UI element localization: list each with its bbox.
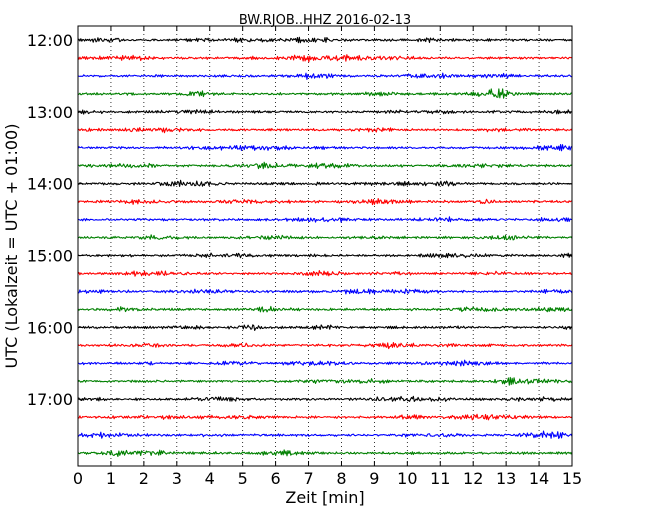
trace-1400 <box>77 179 573 187</box>
trace-1645 <box>77 376 573 386</box>
trace-1630 <box>77 359 573 367</box>
y-axis-ticks: 12:00 13:00 14:00 15:00 16:00 17:00 <box>27 31 572 409</box>
trace-1215 <box>77 54 573 63</box>
trace-1245 <box>77 88 573 99</box>
trace-1445 <box>77 234 573 241</box>
trace-1330 <box>77 143 573 152</box>
trace-1545 <box>77 305 573 313</box>
vertical-gridlines <box>110 26 540 466</box>
x-tick-label: 10 <box>397 469 417 488</box>
trace-1345 <box>77 161 573 170</box>
y-tick-label: 13:00 <box>27 103 73 122</box>
y-tick-label: 17:00 <box>27 390 73 409</box>
x-tick-label: 9 <box>369 469 379 488</box>
x-tick-label: 6 <box>271 469 281 488</box>
x-tick-label: 12 <box>463 469 483 488</box>
x-tick-label: 11 <box>430 469 450 488</box>
y-tick-label: 12:00 <box>27 31 73 50</box>
trace-1415 <box>77 198 573 206</box>
y-tick-label: 15:00 <box>27 247 73 266</box>
trace-1600 <box>77 324 573 331</box>
x-tick-label: 0 <box>73 469 83 488</box>
trace-1715 <box>77 413 573 421</box>
x-tick-label: 4 <box>205 469 215 488</box>
trace-1615 <box>77 341 573 350</box>
chart-title: BW.RJOB..HHZ 2016-02-13 <box>239 13 411 28</box>
trace-1315 <box>77 127 573 134</box>
x-axis-ticks: 0 1 2 3 4 5 6 7 8 9 10 11 12 13 14 15 <box>73 26 582 488</box>
y-tick-label: 16:00 <box>27 318 73 337</box>
trace-1530 <box>77 288 573 295</box>
x-tick-label: 15 <box>562 469 582 488</box>
y-tick-label: 14:00 <box>27 175 73 194</box>
trace-1700 <box>77 395 573 402</box>
y-axis-label: UTC (Lokalzeit = UTC + 01:00) <box>2 124 21 369</box>
seismic-traces <box>77 36 573 458</box>
trace-1515 <box>77 270 573 277</box>
trace-1745 <box>77 449 573 458</box>
x-tick-label: 7 <box>303 469 313 488</box>
plot-frame <box>77 25 573 467</box>
trace-1730 <box>77 430 573 440</box>
x-tick-label: 14 <box>529 469 549 488</box>
trace-1300 <box>77 109 573 115</box>
x-tick-label: 8 <box>336 469 346 488</box>
trace-1500 <box>77 252 573 259</box>
x-tick-label: 1 <box>106 469 116 488</box>
trace-1200 <box>77 36 573 44</box>
x-tick-label: 2 <box>139 469 149 488</box>
x-tick-label: 3 <box>172 469 182 488</box>
trace-1230 <box>77 72 573 80</box>
x-axis-label: Zeit [min] <box>285 488 364 507</box>
trace-1430 <box>77 216 573 223</box>
x-tick-label: 13 <box>496 469 516 488</box>
x-tick-label: 5 <box>238 469 248 488</box>
